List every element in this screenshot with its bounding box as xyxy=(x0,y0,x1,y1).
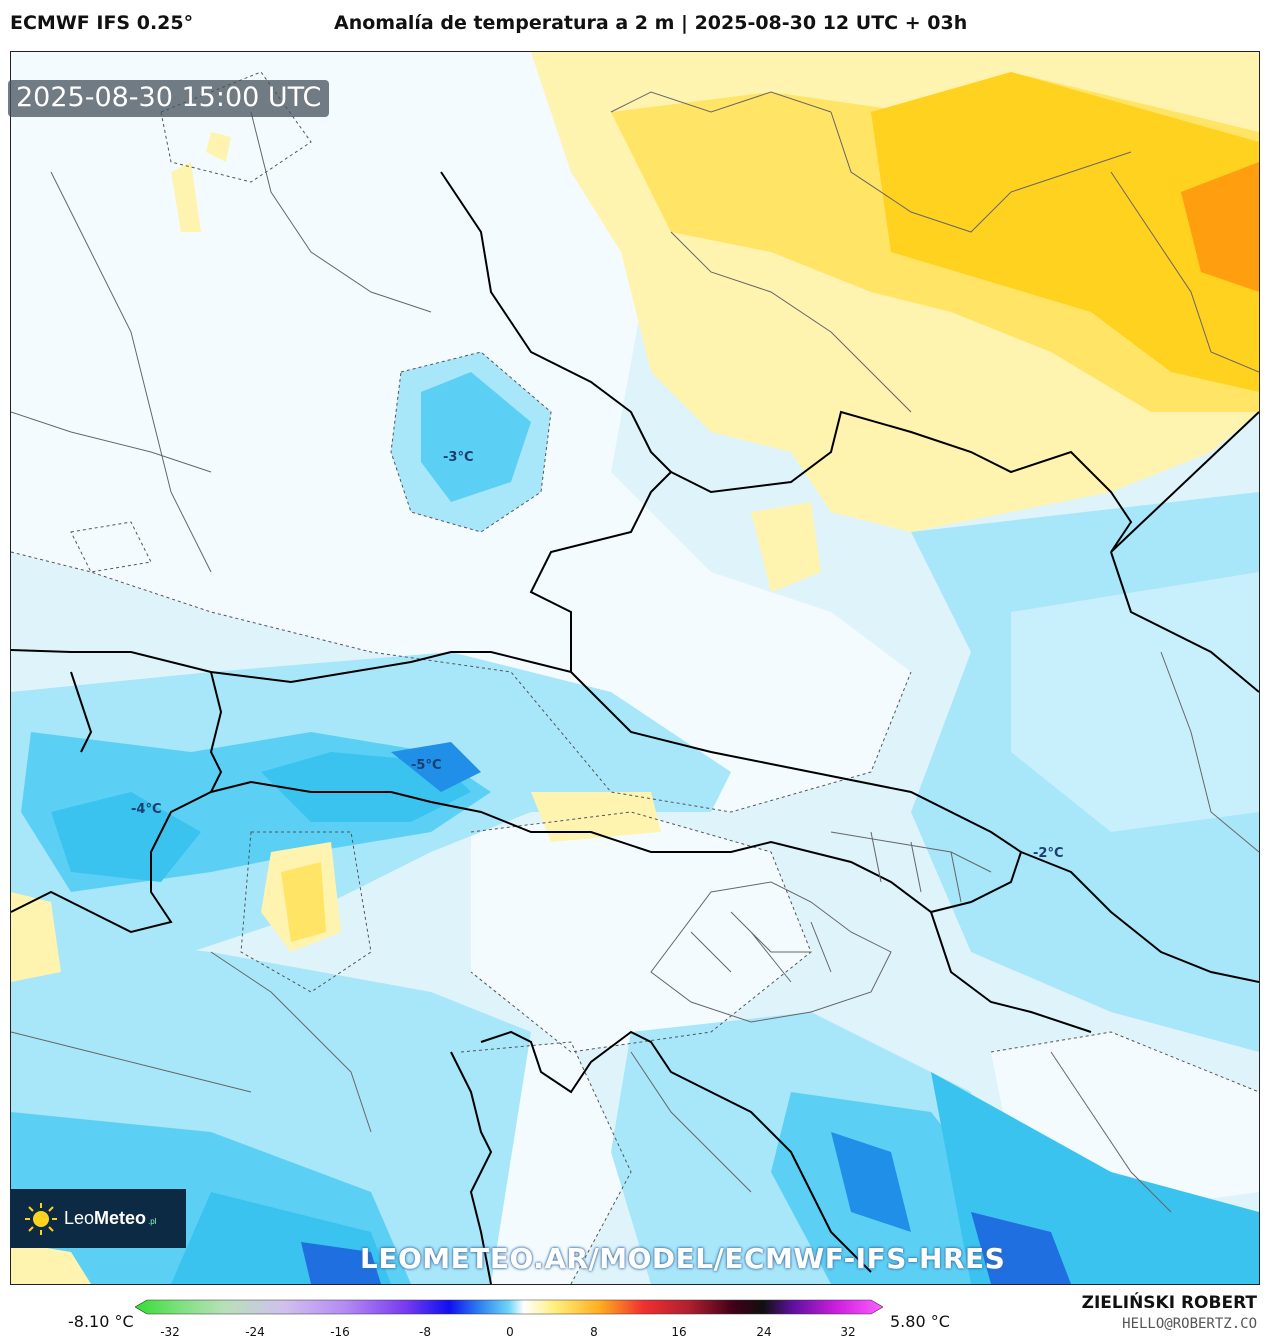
logo-wordmark: LeoMeteo .pl xyxy=(64,1208,157,1228)
author-name: ZIELIŃSKI ROBERT xyxy=(1081,1293,1257,1313)
colorbar-tick: 32 xyxy=(840,1325,856,1339)
contour-label: -4°C xyxy=(131,802,162,817)
colorbar-tick: -8 xyxy=(419,1325,431,1339)
author-email: HELLO@ROBERTZ.CO xyxy=(1122,1316,1257,1332)
map-title: Anomalía de temperatura a 2 m | 2025-08-… xyxy=(334,12,968,34)
colorbar-tick: -32 xyxy=(160,1325,180,1339)
leometeo-logo: LeoMeteo .pl xyxy=(10,1189,186,1248)
contour-label: -2°C xyxy=(1033,846,1064,861)
temperature-anomaly-map: -3°C -5°C -4°C -2°C xyxy=(10,51,1260,1285)
colorbar-tick: 8 xyxy=(590,1325,598,1339)
valid-time-badge: 2025-08-30 15:00 UTC xyxy=(8,80,330,117)
colorbar-tick: -16 xyxy=(330,1325,350,1339)
sun-icon xyxy=(25,1202,57,1235)
legend-max-value: 5.80 °C xyxy=(890,1312,950,1331)
colorbar xyxy=(135,1299,883,1315)
colorbar-tick: 0 xyxy=(506,1325,514,1339)
model-name: ECMWF IFS 0.25° xyxy=(10,12,194,34)
colorbar-tick: 16 xyxy=(671,1325,687,1339)
colorbar-tick: -24 xyxy=(245,1325,265,1339)
map-canvas xyxy=(11,52,1259,1284)
contour-label: -3°C xyxy=(443,450,474,465)
colorbar-tick: 24 xyxy=(756,1325,772,1339)
watermark-url: LEOMETEO.AR/MODEL/ECMWF-IFS-HRES xyxy=(360,1242,1006,1275)
legend-min-value: -8.10 °C xyxy=(68,1312,134,1331)
contour-label: -5°C xyxy=(411,758,442,773)
